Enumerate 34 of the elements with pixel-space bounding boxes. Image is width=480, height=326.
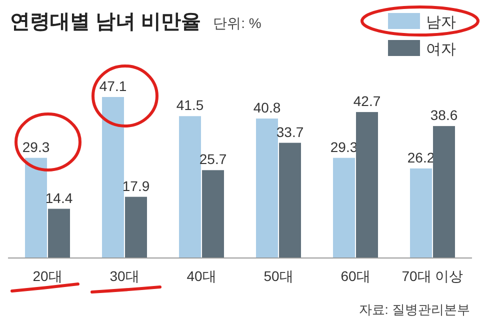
bar bbox=[356, 112, 378, 258]
bar bbox=[25, 158, 47, 258]
data-label: 40.8 bbox=[253, 100, 281, 116]
data-label: 29.3 bbox=[22, 138, 50, 155]
bar bbox=[333, 158, 355, 258]
data-label: 33.7 bbox=[276, 124, 304, 140]
data-label: 26.2 bbox=[407, 149, 435, 166]
x-tick-label: 20대 bbox=[32, 268, 62, 284]
x-tick-label: 40대 bbox=[186, 268, 216, 284]
bar bbox=[410, 168, 432, 258]
data-label: 17.9 bbox=[122, 178, 150, 194]
x-tick-label: 50대 bbox=[264, 268, 294, 284]
x-tick-label: 70대 이상 bbox=[402, 268, 464, 284]
data-label: 47.1 bbox=[99, 78, 127, 94]
text: 자료: 질병관리본부 bbox=[358, 302, 470, 317]
bar bbox=[179, 116, 201, 258]
bar bbox=[279, 142, 301, 258]
bar bbox=[433, 126, 455, 258]
data-label: 42.7 bbox=[353, 93, 381, 110]
data-label: 38.6 bbox=[430, 107, 458, 124]
x-tick-label: 60대 bbox=[340, 268, 370, 284]
bar bbox=[256, 118, 278, 258]
chart-subtitle: 단위: % bbox=[213, 15, 262, 31]
data-label: 14.4 bbox=[45, 190, 73, 206]
bar bbox=[202, 170, 224, 258]
bar bbox=[48, 208, 70, 258]
data-label: 25.7 bbox=[199, 151, 227, 168]
data-label: 41.5 bbox=[176, 97, 204, 114]
bar bbox=[125, 196, 147, 258]
bar bbox=[102, 97, 124, 258]
legend-label: 여자 bbox=[426, 41, 456, 58]
chart-title: 연령대별 남녀 비만율 bbox=[10, 11, 202, 33]
x-tick-label: 30대 bbox=[110, 268, 140, 284]
legend-label: 남자 bbox=[426, 14, 456, 31]
